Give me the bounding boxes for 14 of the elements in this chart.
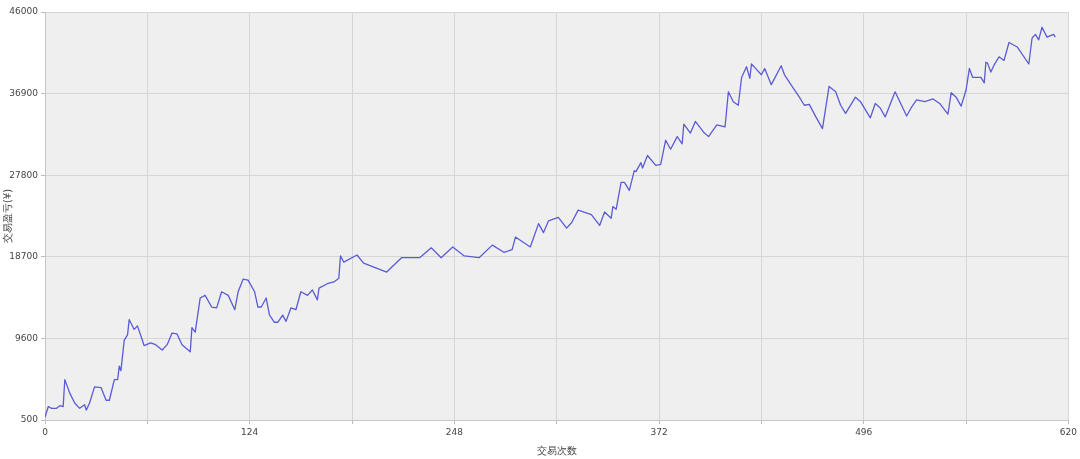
y-tick-label: 9600 [15, 332, 39, 343]
x-tick-label: 496 [855, 426, 873, 437]
y-tick-label: 27800 [9, 169, 39, 180]
y-axis-title: 交易盈亏(¥) [1, 188, 13, 244]
x-tick-label: 0 [42, 426, 49, 437]
y-tick-label: 18700 [9, 251, 39, 262]
x-tick-label: 372 [650, 426, 668, 437]
y-tick-label: 500 [20, 414, 39, 425]
x-tick-label: 620 [1059, 426, 1078, 437]
y-tick-label: 36900 [9, 87, 39, 98]
x-axis-title: 交易次数 [536, 444, 577, 456]
x-tick-label: 124 [241, 426, 259, 437]
x-tick-label: 248 [445, 426, 464, 437]
y-tick-label: 46000 [9, 6, 39, 17]
